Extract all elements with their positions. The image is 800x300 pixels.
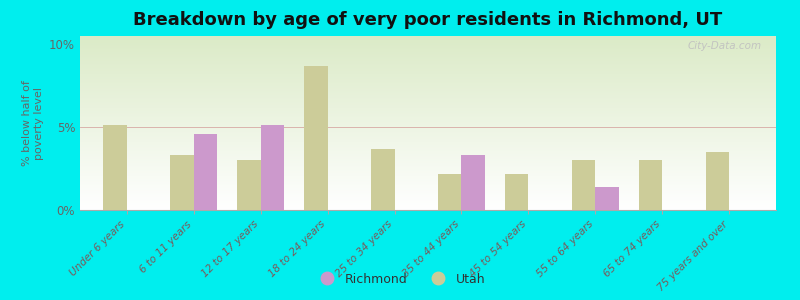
Title: Breakdown by age of very poor residents in Richmond, UT: Breakdown by age of very poor residents …	[134, 11, 722, 29]
Bar	[462, 155, 485, 210]
Legend: Richmond, Utah: Richmond, Utah	[310, 268, 490, 291]
Bar	[505, 173, 528, 210]
Bar	[261, 125, 284, 210]
Y-axis label: % below half of
poverty level: % below half of poverty level	[22, 80, 43, 166]
Bar	[304, 66, 328, 210]
Bar	[595, 187, 618, 210]
Bar	[238, 160, 261, 210]
Text: City-Data.com: City-Data.com	[688, 41, 762, 51]
Bar	[371, 149, 394, 210]
Bar	[170, 155, 194, 210]
Bar	[194, 134, 217, 210]
Bar	[706, 152, 729, 210]
Bar	[103, 125, 127, 210]
Bar	[639, 160, 662, 210]
Bar	[572, 160, 595, 210]
Bar	[438, 173, 462, 210]
